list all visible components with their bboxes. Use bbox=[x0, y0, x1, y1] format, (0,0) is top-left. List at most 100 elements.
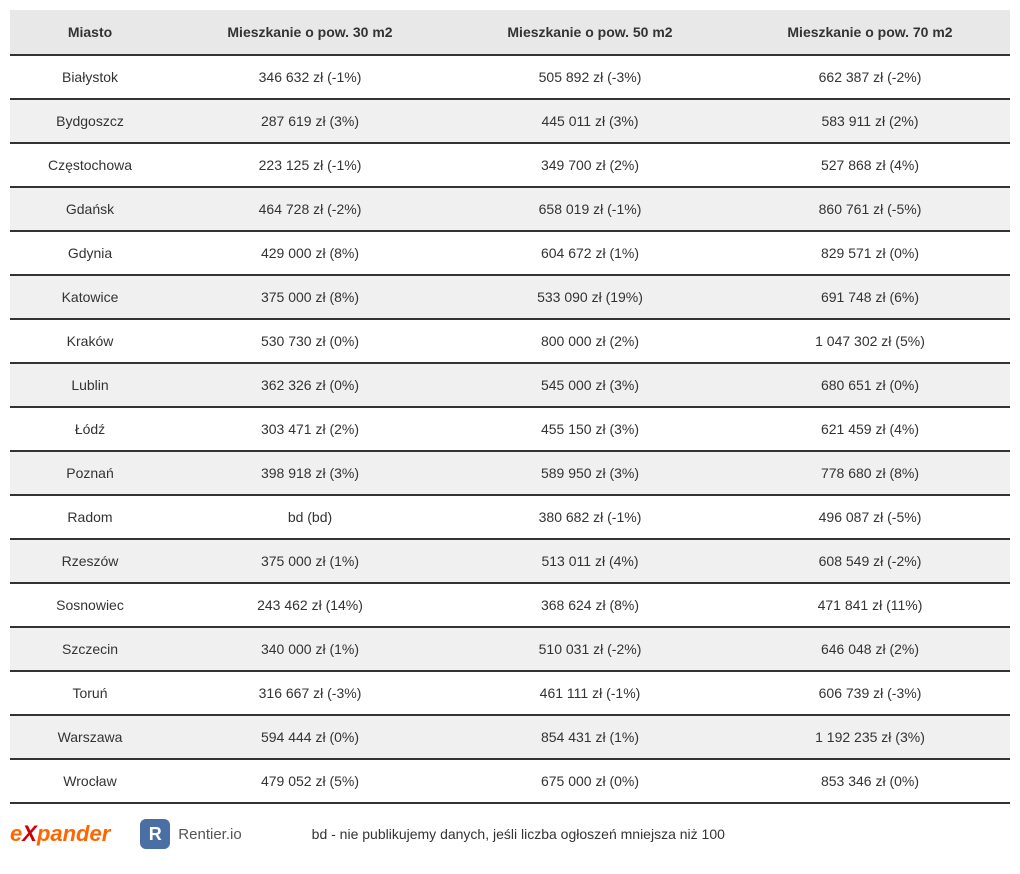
table-row: Białystok346 632 zł (-1%)505 892 zł (-3%… bbox=[10, 55, 1010, 99]
cell-price: 223 125 zł (-1%) bbox=[170, 143, 450, 187]
table-row: Bydgoszcz287 619 zł (3%)445 011 zł (3%)5… bbox=[10, 99, 1010, 143]
cell-price: 496 087 zł (-5%) bbox=[730, 495, 1010, 539]
table-row: Szczecin340 000 zł (1%)510 031 zł (-2%)6… bbox=[10, 627, 1010, 671]
expander-logo: eXpander bbox=[10, 821, 110, 847]
footer-note: bd - nie publikujemy danych, jeśli liczb… bbox=[312, 826, 725, 842]
cell-price: 461 111 zł (-1%) bbox=[450, 671, 730, 715]
table-row: Kraków530 730 zł (0%)800 000 zł (2%)1 04… bbox=[10, 319, 1010, 363]
cell-city: Toruń bbox=[10, 671, 170, 715]
cell-price: 545 000 zł (3%) bbox=[450, 363, 730, 407]
cell-price: 340 000 zł (1%) bbox=[170, 627, 450, 671]
cell-city: Szczecin bbox=[10, 627, 170, 671]
cell-city: Gdynia bbox=[10, 231, 170, 275]
rentier-logo: R Rentier.io bbox=[140, 819, 241, 849]
expander-pander: pander bbox=[37, 821, 110, 846]
cell-price: 445 011 zł (3%) bbox=[450, 99, 730, 143]
table-row: Sosnowiec243 462 zł (14%)368 624 zł (8%)… bbox=[10, 583, 1010, 627]
rentier-text: Rentier.io bbox=[178, 826, 241, 843]
cell-price: 455 150 zł (3%) bbox=[450, 407, 730, 451]
cell-city: Katowice bbox=[10, 275, 170, 319]
cell-city: Gdańsk bbox=[10, 187, 170, 231]
cell-city: Wrocław bbox=[10, 759, 170, 803]
cell-price: 429 000 zł (8%) bbox=[170, 231, 450, 275]
table-row: Gdańsk464 728 zł (-2%)658 019 zł (-1%)86… bbox=[10, 187, 1010, 231]
cell-price: 854 431 zł (1%) bbox=[450, 715, 730, 759]
cell-city: Częstochowa bbox=[10, 143, 170, 187]
cell-price: 530 730 zł (0%) bbox=[170, 319, 450, 363]
cell-price: 243 462 zł (14%) bbox=[170, 583, 450, 627]
cell-price: 510 031 zł (-2%) bbox=[450, 627, 730, 671]
cell-city: Sosnowiec bbox=[10, 583, 170, 627]
table-row: Częstochowa223 125 zł (-1%)349 700 zł (2… bbox=[10, 143, 1010, 187]
cell-price: 471 841 zł (11%) bbox=[730, 583, 1010, 627]
cell-price: 608 549 zł (-2%) bbox=[730, 539, 1010, 583]
cell-price: 800 000 zł (2%) bbox=[450, 319, 730, 363]
table-header-row: Miasto Mieszkanie o pow. 30 m2 Mieszkani… bbox=[10, 10, 1010, 55]
cell-price: 1 047 302 zł (5%) bbox=[730, 319, 1010, 363]
cell-city: Poznań bbox=[10, 451, 170, 495]
cell-price: 606 739 zł (-3%) bbox=[730, 671, 1010, 715]
cell-price: 368 624 zł (8%) bbox=[450, 583, 730, 627]
cell-city: Rzeszów bbox=[10, 539, 170, 583]
cell-price: 658 019 zł (-1%) bbox=[450, 187, 730, 231]
cell-price: 662 387 zł (-2%) bbox=[730, 55, 1010, 99]
cell-price: bd (bd) bbox=[170, 495, 450, 539]
table-row: Poznań398 918 zł (3%)589 950 zł (3%)778 … bbox=[10, 451, 1010, 495]
table-row: Łódź303 471 zł (2%)455 150 zł (3%)621 45… bbox=[10, 407, 1010, 451]
cell-price: 349 700 zł (2%) bbox=[450, 143, 730, 187]
cell-price: 583 911 zł (2%) bbox=[730, 99, 1010, 143]
footer: eXpander R Rentier.io bd - nie publikuje… bbox=[10, 804, 1010, 864]
cell-price: 533 090 zł (19%) bbox=[450, 275, 730, 319]
cell-price: 1 192 235 zł (3%) bbox=[730, 715, 1010, 759]
cell-price: 375 000 zł (8%) bbox=[170, 275, 450, 319]
cell-city: Warszawa bbox=[10, 715, 170, 759]
table-body: Białystok346 632 zł (-1%)505 892 zł (-3%… bbox=[10, 55, 1010, 803]
cell-price: 594 444 zł (0%) bbox=[170, 715, 450, 759]
cell-city: Bydgoszcz bbox=[10, 99, 170, 143]
table-row: Rzeszów375 000 zł (1%)513 011 zł (4%)608… bbox=[10, 539, 1010, 583]
cell-price: 316 667 zł (-3%) bbox=[170, 671, 450, 715]
cell-price: 303 471 zł (2%) bbox=[170, 407, 450, 451]
cell-price: 680 651 zł (0%) bbox=[730, 363, 1010, 407]
expander-e: e bbox=[10, 821, 22, 846]
cell-price: 675 000 zł (0%) bbox=[450, 759, 730, 803]
cell-price: 860 761 zł (-5%) bbox=[730, 187, 1010, 231]
cell-city: Kraków bbox=[10, 319, 170, 363]
cell-price: 621 459 zł (4%) bbox=[730, 407, 1010, 451]
header-70m2: Mieszkanie o pow. 70 m2 bbox=[730, 10, 1010, 55]
cell-city: Łódź bbox=[10, 407, 170, 451]
cell-price: 589 950 zł (3%) bbox=[450, 451, 730, 495]
cell-price: 646 048 zł (2%) bbox=[730, 627, 1010, 671]
cell-price: 398 918 zł (3%) bbox=[170, 451, 450, 495]
price-table: Miasto Mieszkanie o pow. 30 m2 Mieszkani… bbox=[10, 10, 1010, 804]
header-30m2: Mieszkanie o pow. 30 m2 bbox=[170, 10, 450, 55]
table-row: Warszawa594 444 zł (0%)854 431 zł (1%)1 … bbox=[10, 715, 1010, 759]
cell-city: Radom bbox=[10, 495, 170, 539]
expander-x: X bbox=[22, 821, 37, 846]
table-row: Toruń316 667 zł (-3%)461 111 zł (-1%)606… bbox=[10, 671, 1010, 715]
cell-price: 380 682 zł (-1%) bbox=[450, 495, 730, 539]
cell-price: 691 748 zł (6%) bbox=[730, 275, 1010, 319]
cell-city: Lublin bbox=[10, 363, 170, 407]
cell-price: 464 728 zł (-2%) bbox=[170, 187, 450, 231]
cell-price: 778 680 zł (8%) bbox=[730, 451, 1010, 495]
cell-price: 527 868 zł (4%) bbox=[730, 143, 1010, 187]
rentier-icon: R bbox=[140, 819, 170, 849]
table-row: Radombd (bd)380 682 zł (-1%)496 087 zł (… bbox=[10, 495, 1010, 539]
cell-city: Białystok bbox=[10, 55, 170, 99]
cell-price: 505 892 zł (-3%) bbox=[450, 55, 730, 99]
table-row: Lublin362 326 zł (0%)545 000 zł (3%)680 … bbox=[10, 363, 1010, 407]
table-row: Gdynia429 000 zł (8%)604 672 zł (1%)829 … bbox=[10, 231, 1010, 275]
cell-price: 375 000 zł (1%) bbox=[170, 539, 450, 583]
cell-price: 479 052 zł (5%) bbox=[170, 759, 450, 803]
cell-price: 287 619 zł (3%) bbox=[170, 99, 450, 143]
cell-price: 346 632 zł (-1%) bbox=[170, 55, 450, 99]
cell-price: 604 672 zł (1%) bbox=[450, 231, 730, 275]
cell-price: 829 571 zł (0%) bbox=[730, 231, 1010, 275]
cell-price: 853 346 zł (0%) bbox=[730, 759, 1010, 803]
header-50m2: Mieszkanie o pow. 50 m2 bbox=[450, 10, 730, 55]
cell-price: 513 011 zł (4%) bbox=[450, 539, 730, 583]
header-city: Miasto bbox=[10, 10, 170, 55]
table-row: Wrocław479 052 zł (5%)675 000 zł (0%)853… bbox=[10, 759, 1010, 803]
table-row: Katowice375 000 zł (8%)533 090 zł (19%)6… bbox=[10, 275, 1010, 319]
